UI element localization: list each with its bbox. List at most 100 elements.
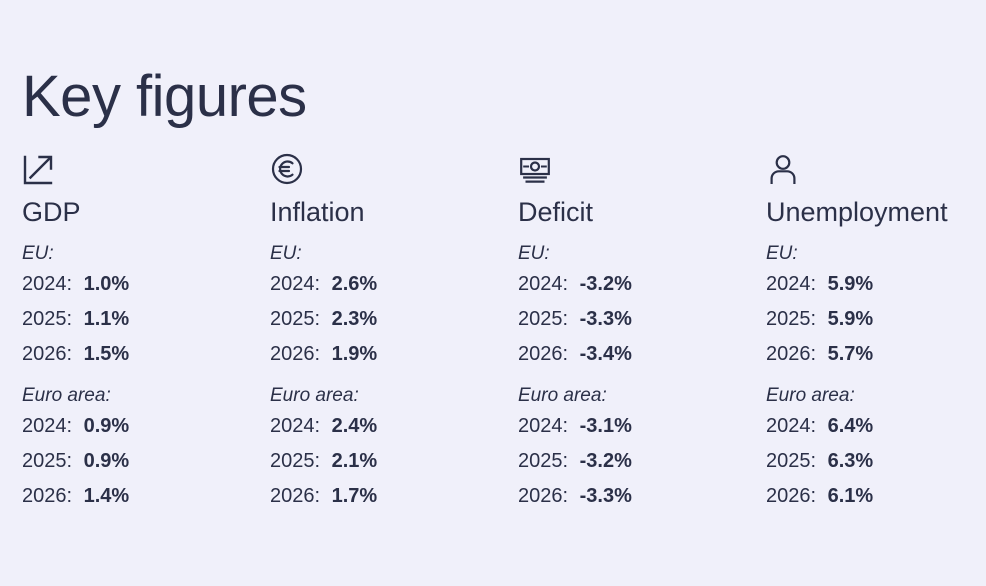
metric-row: 2024: 1.0% xyxy=(22,274,260,294)
metric-year: 2025: xyxy=(518,307,569,330)
metric-row: 2024: 2.6% xyxy=(270,274,508,294)
metric-value: -3.3% xyxy=(579,484,632,507)
metric-year: 2024: xyxy=(22,272,73,295)
metric-row: 2025: 0.9% xyxy=(22,451,260,471)
group-label: Euro area: xyxy=(518,384,607,406)
metric-value: 6.1% xyxy=(827,484,874,507)
metric-row: 2025: 1.1% xyxy=(22,309,260,329)
metric-group-euro-area: Euro area: 2024: 0.9% 2025: 0.9% 2026: 1… xyxy=(22,386,260,506)
metric-row: 2024: 5.9% xyxy=(766,274,954,294)
metric-year: 2026: xyxy=(518,342,569,365)
metric-value: -3.2% xyxy=(579,272,632,295)
metric-year: 2024: xyxy=(518,272,569,295)
metric-value: 1.7% xyxy=(331,484,378,507)
metric-year: 2026: xyxy=(766,342,817,365)
metric-value: 6.4% xyxy=(827,414,874,437)
metric-group-euro-area: Euro area: 2024: 2.4% 2025: 2.1% 2026: 1… xyxy=(270,386,508,506)
metric-year: 2025: xyxy=(766,449,817,472)
metric-value: 0.9% xyxy=(83,449,130,472)
euro-circle-icon xyxy=(270,152,508,190)
metric-title: Deficit xyxy=(518,197,594,227)
metric-year: 2024: xyxy=(270,272,321,295)
metric-value: -3.4% xyxy=(579,342,632,365)
metric-row: 2025: -3.2% xyxy=(518,451,756,471)
metric-year: 2024: xyxy=(22,414,73,437)
metric-year: 2026: xyxy=(22,342,73,365)
metric-row: 2024: 0.9% xyxy=(22,416,260,436)
metric-row: 2026: -3.4% xyxy=(518,344,756,364)
metric-year: 2024: xyxy=(766,414,817,437)
metric-row: 2026: 5.7% xyxy=(766,344,954,364)
metrics-columns: GDP EU: 2024: 1.0% 2025: 1.1% 2026: 1.5%… xyxy=(22,152,964,506)
metric-value: 1.5% xyxy=(83,342,130,365)
page-title: Key figures xyxy=(22,64,307,129)
metric-year: 2026: xyxy=(270,484,321,507)
metric-year: 2025: xyxy=(270,449,321,472)
metric-year: 2024: xyxy=(518,414,569,437)
group-label: Euro area: xyxy=(270,384,359,406)
metric-group-eu: EU: 2024: 2.6% 2025: 2.3% 2026: 1.9% xyxy=(270,244,508,364)
metric-value: 5.7% xyxy=(827,342,874,365)
metric-year: 2025: xyxy=(518,449,569,472)
metric-value: 6.3% xyxy=(827,449,874,472)
metric-value: 1.4% xyxy=(83,484,130,507)
metric-year: 2024: xyxy=(766,272,817,295)
trend-up-arrow-icon xyxy=(22,152,260,190)
group-label: Euro area: xyxy=(22,384,111,406)
metric-row: 2025: 2.3% xyxy=(270,309,508,329)
group-label: EU: xyxy=(766,242,798,264)
metric-group-euro-area: Euro area: 2024: 6.4% 2025: 6.3% 2026: 6… xyxy=(766,386,954,506)
metric-group-euro-area: Euro area: 2024: -3.1% 2025: -3.2% 2026:… xyxy=(518,386,756,506)
metric-row: 2025: -3.3% xyxy=(518,309,756,329)
metric-row: 2026: -3.3% xyxy=(518,486,756,506)
metric-value: 0.9% xyxy=(83,414,130,437)
metric-row: 2024: -3.1% xyxy=(518,416,756,436)
metric-column-inflation: Inflation EU: 2024: 2.6% 2025: 2.3% 2026… xyxy=(270,152,518,506)
metric-row: 2025: 6.3% xyxy=(766,451,954,471)
metric-row: 2025: 2.1% xyxy=(270,451,508,471)
metric-value: -3.3% xyxy=(579,307,632,330)
metric-group-eu: EU: 2024: 1.0% 2025: 1.1% 2026: 1.5% xyxy=(22,244,260,364)
metric-year: 2024: xyxy=(270,414,321,437)
metric-value: -3.1% xyxy=(579,414,632,437)
metric-group-eu: EU: 2024: 5.9% 2025: 5.9% 2026: 5.7% xyxy=(766,244,954,364)
metric-row: 2026: 1.9% xyxy=(270,344,508,364)
person-icon xyxy=(766,152,954,190)
metric-row: 2024: 6.4% xyxy=(766,416,954,436)
metric-value: 2.1% xyxy=(331,449,378,472)
metric-value: 2.6% xyxy=(331,272,378,295)
metric-value: -3.2% xyxy=(579,449,632,472)
metric-year: 2025: xyxy=(22,307,73,330)
metric-title: Inflation xyxy=(270,197,365,227)
group-label: EU: xyxy=(518,242,550,264)
group-label: EU: xyxy=(270,242,302,264)
metric-row: 2026: 6.1% xyxy=(766,486,954,506)
metric-year: 2026: xyxy=(22,484,73,507)
metric-column-deficit: Deficit EU: 2024: -3.2% 2025: -3.3% 2026… xyxy=(518,152,766,506)
group-label: EU: xyxy=(22,242,54,264)
metric-row: 2026: 1.7% xyxy=(270,486,508,506)
metric-row: 2025: 5.9% xyxy=(766,309,954,329)
metric-row: 2026: 1.5% xyxy=(22,344,260,364)
group-label: Euro area: xyxy=(766,384,855,406)
metric-value: 5.9% xyxy=(827,272,874,295)
metric-column-gdp: GDP EU: 2024: 1.0% 2025: 1.1% 2026: 1.5%… xyxy=(22,152,270,506)
metric-column-unemployment: Unemployment EU: 2024: 5.9% 2025: 5.9% 2… xyxy=(766,152,964,506)
banknote-stack-icon xyxy=(518,152,756,190)
metric-value: 1.1% xyxy=(83,307,130,330)
metric-year: 2026: xyxy=(766,484,817,507)
metric-group-eu: EU: 2024: -3.2% 2025: -3.3% 2026: -3.4% xyxy=(518,244,756,364)
metric-value: 1.0% xyxy=(83,272,130,295)
metric-year: 2025: xyxy=(22,449,73,472)
metric-value: 5.9% xyxy=(827,307,874,330)
metric-row: 2026: 1.4% xyxy=(22,486,260,506)
metric-year: 2026: xyxy=(518,484,569,507)
metric-title: Unemployment xyxy=(766,197,948,227)
metric-year: 2025: xyxy=(270,307,321,330)
metric-value: 2.4% xyxy=(331,414,378,437)
metric-value: 1.9% xyxy=(331,342,378,365)
metric-value: 2.3% xyxy=(331,307,378,330)
metric-year: 2026: xyxy=(270,342,321,365)
metric-row: 2024: -3.2% xyxy=(518,274,756,294)
